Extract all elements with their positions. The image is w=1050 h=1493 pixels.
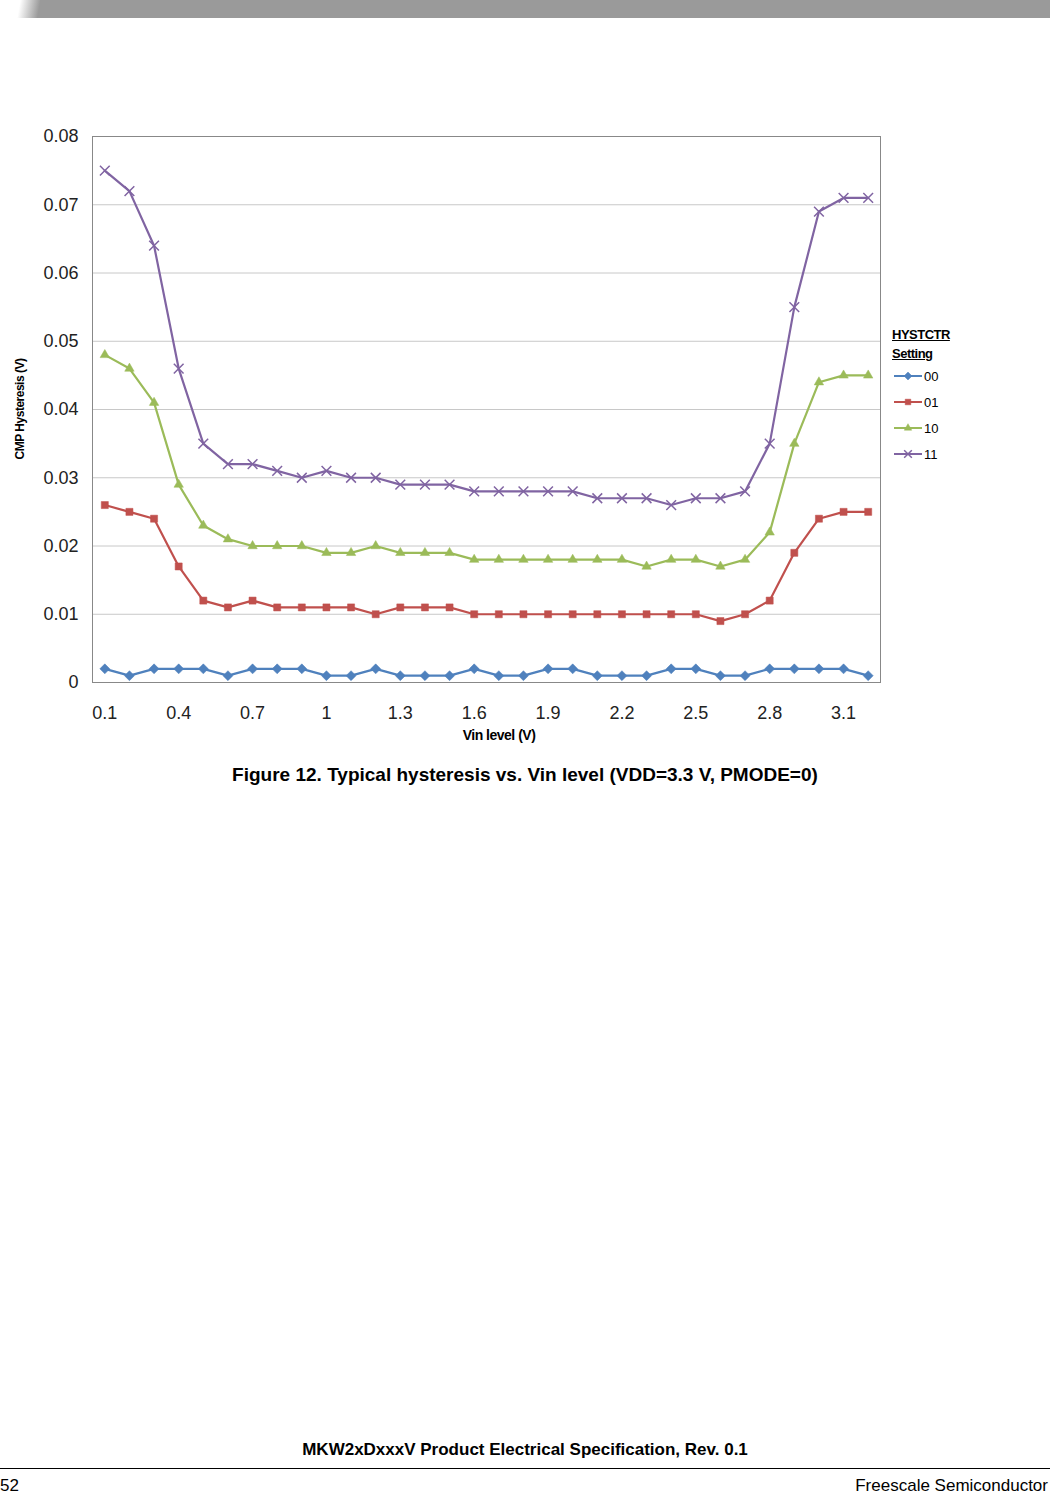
html-text:Figure 12. Typical hysteresis: Figure 12. Typical hysteresis vs. Vin le… bbox=[232, 764, 818, 785]
html-text:10: 10 bbox=[924, 420, 939, 436]
svg-text:0: 0 bbox=[68, 672, 78, 692]
html-text:Vin level (V): Vin level (V) bbox=[462, 727, 536, 743]
svg-text:0.04: 0.04 bbox=[43, 399, 78, 419]
svg-text:0.07: 0.07 bbox=[43, 195, 78, 215]
svg-text:0.05: 0.05 bbox=[43, 331, 78, 351]
html-text:HYSTCTR Setting: HYSTCTR Setting bbox=[892, 327, 950, 361]
svg-text:0.7: 0.7 bbox=[240, 703, 265, 723]
svg-text:0.02: 0.02 bbox=[43, 536, 78, 556]
svg-text:0.4: 0.4 bbox=[166, 703, 191, 723]
svg-text:1.3: 1.3 bbox=[388, 703, 413, 723]
svg-text:0.08: 0.08 bbox=[43, 126, 78, 146]
html-text:11: 11 bbox=[924, 446, 938, 462]
html-text:01: 01 bbox=[924, 394, 939, 410]
svg-text:1.9: 1.9 bbox=[536, 703, 561, 723]
html-text:00: 00 bbox=[924, 368, 939, 384]
svg-text:1: 1 bbox=[321, 703, 331, 723]
svg-text:3.1: 3.1 bbox=[831, 703, 856, 723]
svg-text:0.01: 0.01 bbox=[43, 604, 78, 624]
html-text:CMP Hysteresis (V): CMP Hysteresis (V) bbox=[13, 358, 27, 460]
svg-text:1.6: 1.6 bbox=[462, 703, 487, 723]
html-text:MKW2xDxxxV Product Electrical: MKW2xDxxxV Product Electrical Specificat… bbox=[302, 1440, 748, 1459]
svg-text:0.1: 0.1 bbox=[92, 703, 117, 723]
svg-text:2.2: 2.2 bbox=[609, 703, 634, 723]
svg-text:0.03: 0.03 bbox=[43, 468, 78, 488]
svg-text:2.5: 2.5 bbox=[683, 703, 708, 723]
svg-text:2.8: 2.8 bbox=[757, 703, 782, 723]
svg-text:0.06: 0.06 bbox=[43, 263, 78, 283]
